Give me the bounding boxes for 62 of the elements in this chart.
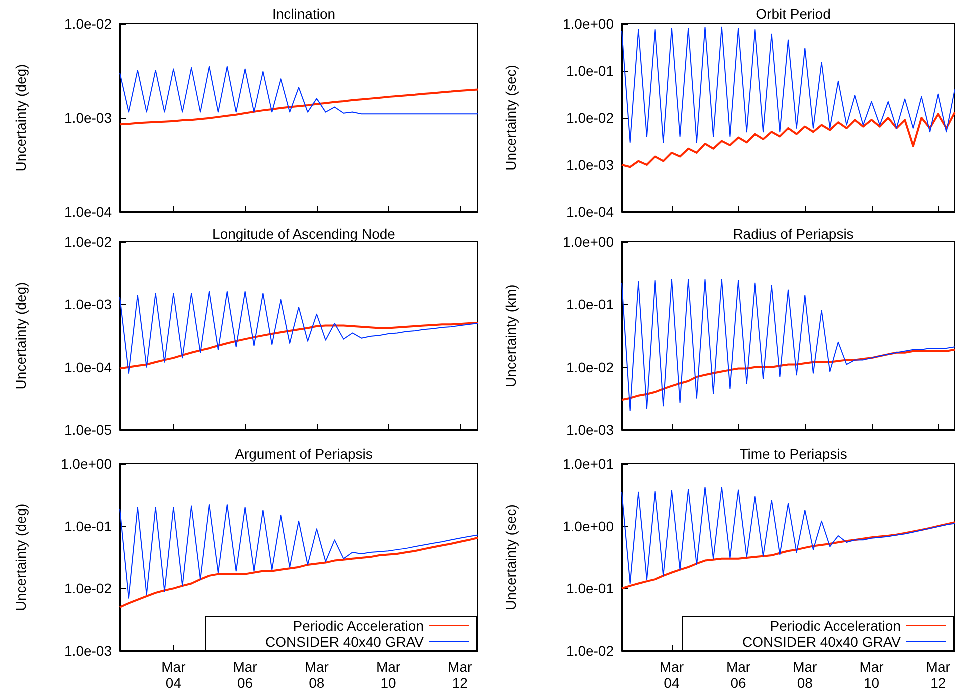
x-tick-label: Mar 12 [448,659,472,691]
y-tick-label: 1.0e-04 [64,359,112,376]
line-series [120,504,478,599]
x-tick-label: Mar 08 [304,659,330,691]
line-series [621,522,956,590]
chart-title: Time to Periapsis [740,446,848,462]
line-series [119,88,479,126]
y-tick-label: 1.0e-02 [566,110,614,126]
y-tick-label: 1.0e-01 [566,580,614,597]
y-tick-label: 1.0e-02 [64,234,112,250]
y-tick-label: 1.0e+00 [563,16,614,32]
y-tick-label: 1.0e-02 [566,643,614,659]
y-tick-label: 1.0e-05 [64,422,112,438]
x-tick-label: Mar 10 [860,659,884,691]
line-series [120,66,478,115]
line-series [119,322,479,370]
y-tick-label: 1.0e-04 [64,204,112,220]
line-series [622,486,956,584]
y-tick-label: 1.0e+01 [563,456,614,472]
line-series [119,536,479,608]
chart-title: Longitude of Ascending Node [212,226,396,242]
x-tick-label: Mar 06 [726,659,751,691]
line-series [621,348,956,402]
y-tick-label: 1.0e-02 [64,580,112,597]
y-tick-label: 1.0e-01 [566,296,614,313]
chart-title: Argument of Periapsis [235,446,373,462]
chart-title: Orbit Period [756,6,831,22]
y-axis-title: Uncertainty (sec) [503,504,519,610]
y-tick-label: 1.0e-03 [566,157,614,173]
y-tick-label: 1.0e-04 [566,204,614,220]
y-tick-label: 1.0e+00 [61,456,112,472]
legend-label: Periodic Acceleration [293,618,424,634]
x-tick-label: Mar 04 [660,659,684,691]
y-axis-title: Uncertainty (deg) [13,282,29,390]
legend-label: Periodic Acceleration [770,618,901,634]
chart-title: Radius of Periapsis [733,226,854,242]
x-tick-label: Mar 08 [793,659,818,691]
y-axis-title: Uncertainty (deg) [13,504,29,612]
line-series [622,279,956,412]
legend-label: CONSIDER 40x40 GRAV [266,634,425,650]
y-tick-label: 1.0e-03 [64,296,112,313]
y-axis-title: Uncertainty (deg) [13,64,29,172]
legend-label: CONSIDER 40x40 GRAV [742,634,902,650]
chart-title: Inclination [272,6,336,22]
y-tick-label: 1.0e-03 [64,643,112,659]
y-tick-label: 1.0e+00 [563,234,614,250]
x-tick-label: Mar 10 [376,659,401,691]
line-series [622,26,956,144]
y-tick-label: 1.0e-01 [566,63,614,79]
line-series [621,112,956,168]
y-tick-label: 1.0e-02 [566,359,614,376]
x-tick-label: Mar 12 [926,659,951,691]
y-axis-title: Uncertainty (km) [503,284,519,388]
y-axis-title: Uncertainty (sec) [503,65,519,171]
x-tick-label: Mar 06 [233,659,258,691]
y-tick-label: 1.0e-02 [64,16,112,32]
y-tick-label: 1.0e-01 [64,518,112,534]
y-tick-label: 1.0e+00 [563,518,614,534]
y-tick-label: 1.0e-03 [566,422,614,438]
y-tick-label: 1.0e-03 [64,110,112,126]
x-tick-label: Mar 04 [162,659,186,691]
line-series [120,291,478,374]
